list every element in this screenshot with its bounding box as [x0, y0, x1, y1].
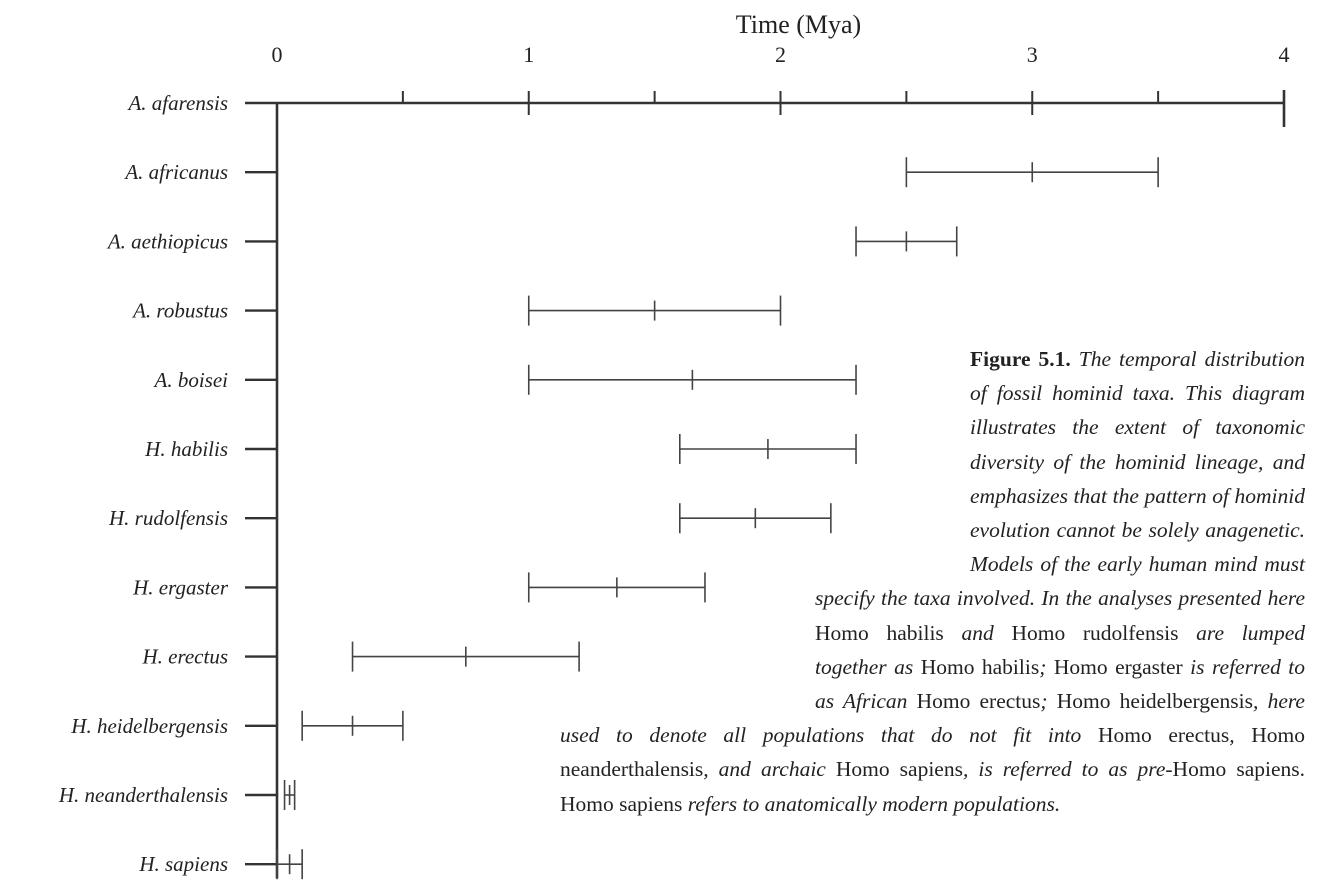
caption-segment: Homo heidelbergensis	[1056, 689, 1254, 714]
taxon-label: A. afarensis	[126, 91, 228, 115]
x-tick-label: 1	[523, 42, 534, 67]
taxon-label: A. africanus	[123, 160, 228, 184]
caption-segment: Homo erectus	[1097, 723, 1230, 748]
taxon-label: H. rudolfensis	[108, 506, 228, 530]
range-bar	[527, 295, 782, 326]
caption-segment: ;	[1039, 654, 1054, 679]
range-bar	[905, 157, 1159, 188]
x-tick-label: 3	[1027, 42, 1038, 67]
taxon-label: A. robustus	[131, 299, 228, 323]
taxon-label: H. heidelbergensis	[70, 714, 228, 738]
range-bar	[276, 849, 303, 880]
taxon-label: H. sapiens	[138, 852, 228, 876]
taxon-label: H. habilis	[144, 437, 228, 461]
caption-segment: African	[842, 689, 908, 714]
range-bar	[527, 364, 857, 395]
range-bar	[855, 226, 958, 257]
caption-segment: , here used to denote all populations th…	[560, 689, 1305, 748]
caption-segment: ;	[1040, 689, 1057, 714]
caption-segment: and	[943, 620, 1012, 645]
caption-segment: , is referred to as pre-	[962, 757, 1173, 782]
x-tick-label: 4	[1279, 42, 1290, 67]
caption-segment: .	[1299, 757, 1305, 782]
x-tick-label: 2	[775, 42, 786, 67]
figure-caption: Figure 5.1. The temporal distribution of…	[560, 342, 1305, 883]
taxon-label: H. ergaster	[132, 575, 229, 599]
range-bar	[678, 503, 832, 534]
taxon-label: H. erectus	[141, 645, 228, 669]
taxon-label: A. boisei	[153, 368, 229, 392]
caption-segment: Homo sapiens	[1172, 757, 1300, 782]
taxon-label: A. aethiopicus	[106, 229, 228, 253]
caption-segment: Homo neanderthalensis	[560, 723, 1305, 782]
caption-segment: The temporal distribution of fossil homi…	[815, 347, 1305, 611]
caption-segment: is referred to as	[815, 654, 1305, 714]
caption-segment: Homo rudolfensis	[1011, 620, 1179, 645]
range-bar	[351, 641, 580, 672]
caption-segment: Homo habilis	[920, 654, 1040, 679]
caption-segment: Homo erectus	[907, 689, 1041, 714]
caption-segment: Homo habilis	[815, 620, 944, 645]
axis-title: Time (Mya)	[736, 10, 861, 39]
caption-segment: ,	[1229, 723, 1252, 748]
caption-segment: refers to anatomically modern population…	[682, 791, 1061, 816]
range-bar	[301, 710, 404, 741]
caption-segment: are lumped together as	[815, 620, 1305, 679]
range-bar	[678, 434, 857, 464]
taxon-label: H. neanderthalensis	[58, 783, 228, 807]
caption-segment: , and archaic	[703, 757, 836, 782]
range-bar	[283, 780, 296, 810]
range-bar	[527, 572, 706, 603]
x-tick-label: 0	[272, 42, 283, 67]
caption-segment: Homo ergaster	[1053, 654, 1183, 679]
caption-paragraph: Figure 5.1. The temporal distribution of…	[560, 342, 1305, 821]
caption-segment: Homo sapiens	[560, 791, 683, 816]
figure-label: Figure 5.1.	[970, 347, 1071, 371]
caption-segment: Homo sapiens	[835, 757, 963, 782]
